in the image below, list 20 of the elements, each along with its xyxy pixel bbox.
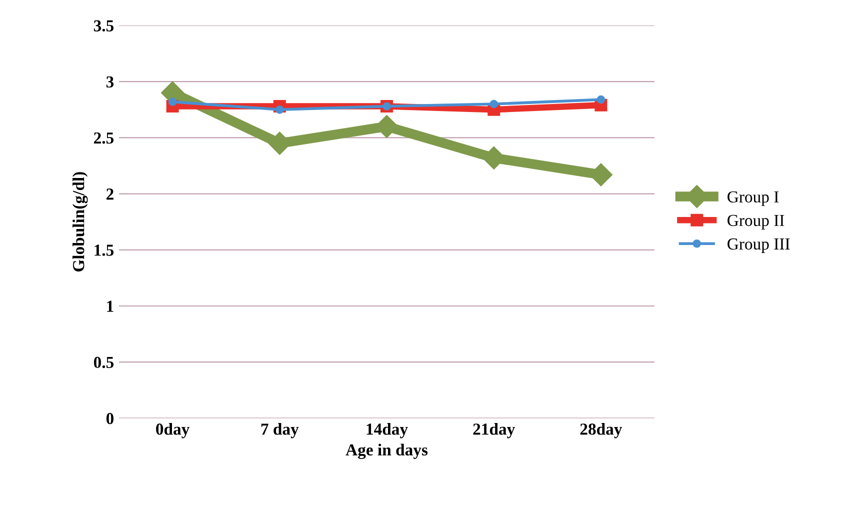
y-tick-label: 3.5 xyxy=(94,20,114,32)
legend-label: Group III xyxy=(728,238,790,254)
y-tick-label: 2 xyxy=(106,188,114,200)
y-tick-label: 3 xyxy=(106,76,114,88)
point xyxy=(596,95,606,104)
x-tick-label: 14day xyxy=(366,423,408,438)
y-tick-label: 1.5 xyxy=(94,244,114,256)
y-tick-label: 0 xyxy=(106,412,114,424)
legend-label: Group II xyxy=(728,214,784,230)
point xyxy=(490,100,498,108)
y-axis-title: Globulin(g/dl) xyxy=(72,172,88,272)
legend-label: Group I xyxy=(728,191,779,206)
y-tick-label: 0.5 xyxy=(94,356,114,368)
y-tick-label: 1 xyxy=(107,300,114,312)
y-tick-label: 2.5 xyxy=(94,132,114,144)
x-tick-label: 28day xyxy=(580,423,622,438)
x-tick-label: 7 day xyxy=(261,423,299,438)
x-tick-label: 0day xyxy=(156,423,190,438)
x-tick-label: 21day xyxy=(473,423,515,438)
x-axis-title: Age in days xyxy=(346,444,428,460)
